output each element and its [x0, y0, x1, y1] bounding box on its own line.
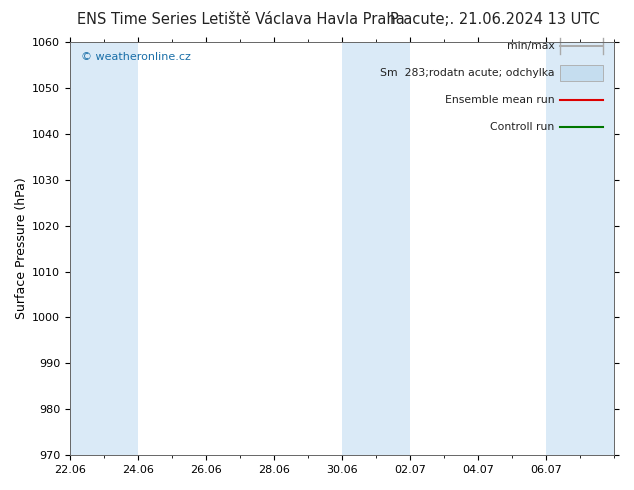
FancyBboxPatch shape	[560, 65, 604, 81]
Bar	[546, 42, 614, 455]
Bar	[342, 42, 410, 455]
Text: Sm  283;rodatn acute; odchylka: Sm 283;rodatn acute; odchylka	[380, 68, 554, 78]
Text: Controll run: Controll run	[490, 122, 554, 132]
Text: ENS Time Series Letiště Václava Havla Praha: ENS Time Series Letiště Václava Havla Pr…	[77, 12, 404, 27]
Text: Ensemble mean run: Ensemble mean run	[444, 95, 554, 105]
Text: © weatheronline.cz: © weatheronline.cz	[81, 52, 191, 62]
Bar	[70, 42, 138, 455]
Text: P acute;. 21.06.2024 13 UTC: P acute;. 21.06.2024 13 UTC	[390, 12, 599, 27]
Y-axis label: Surface Pressure (hPa): Surface Pressure (hPa)	[15, 178, 28, 319]
Text: min/max: min/max	[507, 41, 554, 51]
